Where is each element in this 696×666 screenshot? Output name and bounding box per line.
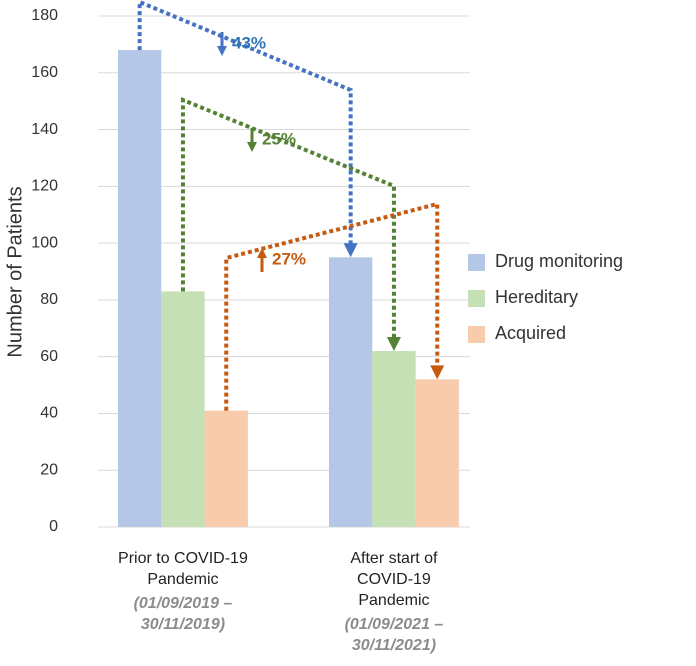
category-period: (01/09/2019 – 30/11/2019) xyxy=(133,595,233,633)
legend-label: Drug monitoring xyxy=(495,251,623,271)
annotation-label: 43% xyxy=(232,33,266,52)
legend-label: Hereditary xyxy=(495,287,578,307)
bar xyxy=(329,257,373,527)
y-tick-label: 120 xyxy=(31,178,58,195)
connector-arrowhead xyxy=(343,243,358,258)
annotation-label: 25% xyxy=(262,129,296,148)
connector-line xyxy=(224,201,440,411)
y-tick-label: 0 xyxy=(49,518,58,535)
y-axis-label: Number of Patients xyxy=(4,186,26,357)
trend-arrow-head xyxy=(247,142,257,152)
y-tick-label: 60 xyxy=(40,348,58,365)
y-tick-label: 160 xyxy=(31,64,58,81)
legend-swatch xyxy=(468,254,485,271)
bar xyxy=(372,350,416,527)
x-tick-label: Prior to COVID-19 Pandemic xyxy=(118,550,248,588)
legend-swatch xyxy=(468,290,485,307)
legend-label: Acquired xyxy=(495,323,566,343)
bar xyxy=(204,410,248,527)
y-tick-label: 20 xyxy=(40,461,58,478)
y-tick-label: 180 xyxy=(31,7,58,24)
connector-line xyxy=(137,0,353,246)
bar xyxy=(118,50,162,528)
trend-arrow-head xyxy=(257,248,267,258)
connector-arrowhead xyxy=(386,336,401,351)
annotation-label: 27% xyxy=(272,249,306,268)
y-tick-label: 100 xyxy=(31,234,58,251)
connector-arrowhead xyxy=(430,365,445,380)
category-period: (01/09/2021 – 30/11/2021) xyxy=(344,616,444,654)
y-tick-label: 40 xyxy=(40,405,58,422)
bar xyxy=(415,379,459,527)
y-tick-label: 80 xyxy=(40,291,58,308)
x-tick-label: After start of COVID-19 Pandemic xyxy=(350,550,438,609)
bar xyxy=(161,291,205,527)
legend-swatch xyxy=(468,326,485,343)
trend-arrow-head xyxy=(217,46,227,56)
y-tick-label: 140 xyxy=(31,121,58,138)
